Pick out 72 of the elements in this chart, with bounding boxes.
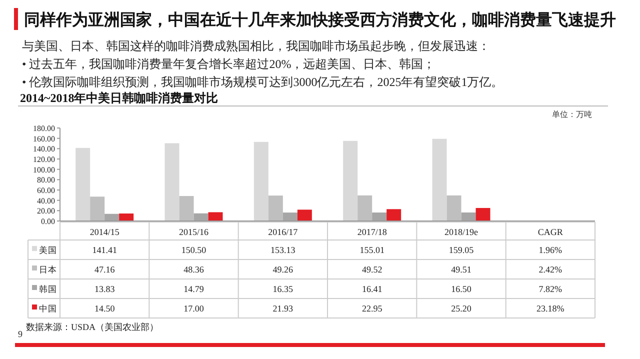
- y-axis-title: 单位：万吨: [552, 110, 592, 119]
- chart-title: 同样作为亚洲国家，中国在近十几年来加快接受西方消费文化，咖啡消费量飞速提升: [24, 10, 616, 29]
- data-label: 25.20: [451, 304, 472, 314]
- x-tick-label: 2016/17: [268, 227, 298, 237]
- text: • 伦敦国际咖啡组织预测，我国咖啡市场规模可达到3000亿元左右，2025年有望突破1万亿。: [22, 75, 504, 89]
- data-label: 16.35: [272, 284, 294, 294]
- data-label: 22.95: [362, 304, 383, 314]
- x-tick-label: 2017/18: [357, 227, 388, 237]
- bar: [254, 142, 268, 221]
- data-label: 47.16: [94, 264, 116, 274]
- legend-label: 日本: [39, 264, 57, 274]
- bar: [432, 138, 447, 221]
- bar: [194, 213, 208, 221]
- data-label: 159.05: [448, 245, 474, 255]
- data-label: 48.36: [184, 264, 204, 274]
- bar: [476, 208, 490, 221]
- y-tick-label: 20.00: [37, 206, 55, 216]
- bar: [76, 148, 90, 221]
- bar: [268, 196, 283, 221]
- bar: [372, 212, 387, 221]
- data-label: 49.52: [362, 264, 382, 274]
- x-tick-label: 2014/15: [90, 227, 120, 237]
- data-label: 153.13: [270, 245, 296, 255]
- y-tick-label: 60.00: [37, 186, 55, 195]
- text: 与美国、日本、韩国这样的咖啡消费成熟国相比，我国咖啡市场虽起步晚，但发展迅速：: [22, 39, 490, 53]
- bar: [208, 212, 223, 221]
- data-label: 17.00: [184, 304, 204, 314]
- x-tick-label: CAGR: [538, 227, 563, 237]
- bar: [90, 196, 105, 221]
- y-tick-label: 120.00: [33, 155, 55, 164]
- data-label: 141.41: [92, 245, 117, 255]
- chart-subtitle: 2014~2018年中美日韩咖啡消费量对比: [20, 91, 218, 105]
- data-label: 21.93: [272, 304, 294, 314]
- x-tick-label: 2015/16: [178, 227, 209, 237]
- bar: [119, 214, 134, 221]
- y-tick-label: 0.00: [41, 217, 55, 226]
- legend-label: 美国: [39, 245, 57, 255]
- bar: [282, 212, 298, 221]
- data-label: 14.50: [94, 304, 116, 314]
- text: 1.96%: [538, 245, 562, 255]
- y-tick-label: 40.00: [37, 196, 55, 206]
- y-tick-label: 160.00: [33, 134, 55, 144]
- bar: [104, 214, 120, 221]
- y-tick-label: 140.00: [33, 144, 55, 154]
- text: 7.82%: [538, 284, 562, 294]
- y-tick-label: 100.00: [33, 165, 55, 174]
- bar: [297, 210, 312, 221]
- bar: [461, 212, 476, 221]
- legend-label: 中国: [39, 304, 57, 314]
- bar: [386, 209, 402, 221]
- legend-label: 韩国: [39, 284, 57, 294]
- data-label: 150.50: [181, 245, 207, 255]
- x-tick-label: 2018/19e: [444, 227, 478, 237]
- bar: [179, 196, 194, 221]
- data-label: 16.41: [362, 284, 382, 294]
- bar: [164, 143, 180, 221]
- bar: [358, 195, 372, 221]
- data-label: 155.01: [360, 245, 384, 255]
- text: 2.42%: [538, 264, 562, 274]
- data-label: 14.79: [184, 284, 204, 294]
- data-label: 49.51: [451, 264, 472, 274]
- text: 23.18%: [536, 304, 564, 314]
- text: • 过去五年，我国咖啡消费量年复合增长率超过20%，远超美国、日本、韩国；: [22, 57, 436, 71]
- y-tick-label: 180.00: [33, 124, 55, 133]
- bar: [343, 140, 358, 221]
- text: 9: [18, 329, 23, 339]
- data-label: 16.50: [451, 284, 472, 294]
- bar: [446, 195, 462, 221]
- data-label: 49.26: [272, 264, 294, 274]
- source-note: 数据来源：USDA（美国农业部）: [26, 322, 159, 332]
- y-tick-label: 80.00: [37, 176, 55, 185]
- data-label: 13.83: [94, 284, 116, 294]
